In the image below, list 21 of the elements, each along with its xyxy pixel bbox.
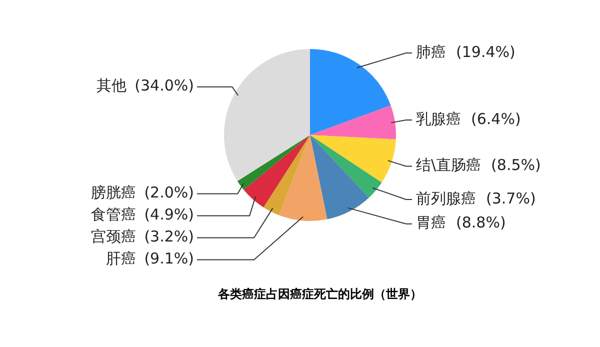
data-label: (8.8%) [456,214,506,232]
data-label: (2.0%) [144,184,194,202]
data-label: (9.1%) [144,250,194,268]
data-label: (8.5%) [491,156,541,174]
slice-label: 食管癌 [91,206,136,224]
slice-label: 结\直肠癌 [416,156,482,174]
data-label: (19.4%) [456,42,516,61]
slice-label: 肝癌 [106,250,136,268]
data-label: (4.9%) [144,206,194,224]
data-label: (6.4%) [471,110,521,128]
data-label: (3.2%) [144,228,194,246]
slice-label: 肺癌 [416,42,446,61]
slice-label: 宫颈癌 [91,228,136,246]
data-label: (34.0%) [134,76,194,95]
slice-label: 乳腺癌 [416,110,461,128]
slice-label: 胃癌 [416,214,446,232]
slice-label: 其他 [96,76,127,95]
data-label: (3.7%) [486,189,536,208]
slice-label: 膀胱癌 [91,184,136,202]
slice-label: 前列腺癌 [416,189,476,208]
text: 各类癌症占因癌症死亡的比例（世界） [217,287,422,302]
